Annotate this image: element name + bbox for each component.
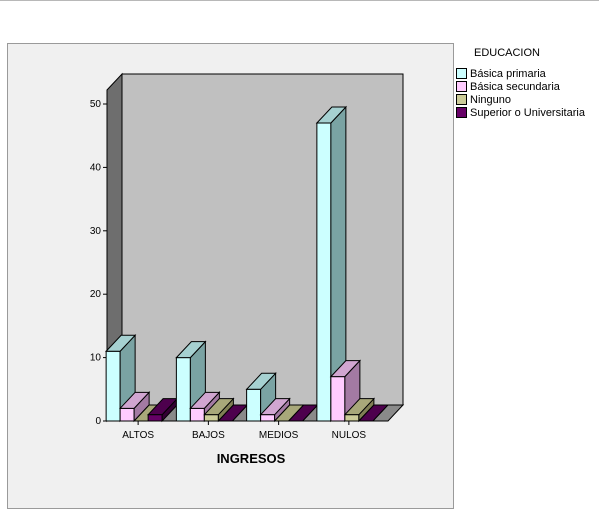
x-axis-title: INGRESOS <box>217 451 286 466</box>
bar-altos-series-1 <box>119 407 135 422</box>
x-tick-label: MEDIOS <box>259 430 299 441</box>
bar-medios-series-0 <box>246 388 262 422</box>
bar-bajos-series-0 <box>175 357 191 422</box>
bar-top <box>175 341 207 359</box>
bar-nulos-series-1 <box>330 376 346 422</box>
legend-swatch <box>456 81 467 92</box>
bar-top <box>203 398 235 416</box>
y-tick-label: 40 <box>90 162 102 173</box>
legend-title: EDUCACION <box>473 47 540 59</box>
legend-item-basica-primaria: Básica primaria <box>456 67 599 80</box>
legend-label: Superior o Universitaria <box>470 106 585 119</box>
bar-top <box>118 391 151 409</box>
bar-nulos-series-0 <box>316 122 332 422</box>
legend-label: Básica secundaria <box>470 80 560 93</box>
y-tick-label: 0 <box>95 416 101 427</box>
bar-top <box>189 391 221 409</box>
bar-top <box>329 360 362 378</box>
legend-swatch <box>456 94 467 105</box>
bar-bajos-series-1 <box>189 407 205 422</box>
legend-item-superior: Superior o Universitaria <box>456 106 599 119</box>
back-wall <box>121 73 404 406</box>
legend-swatch <box>456 107 467 118</box>
legend-label: Ninguno <box>470 93 511 106</box>
bar-top <box>315 106 348 124</box>
legend-swatch <box>456 68 467 79</box>
y-tick-label: 30 <box>90 226 102 237</box>
bar-altos-series-0 <box>105 350 121 422</box>
y-tick-label: 10 <box>90 353 102 364</box>
bar-top <box>259 398 291 416</box>
x-tick-label: BAJOS <box>192 430 225 441</box>
bar-top <box>357 404 390 422</box>
bar-nulos-series-2 <box>344 414 360 422</box>
legend-item-basica-secundaria: Básica secundaria <box>456 80 599 93</box>
bar-bajos-series-2 <box>203 414 219 422</box>
bar-medios-series-1 <box>260 414 276 422</box>
x-tick-label: ALTOS <box>122 430 154 441</box>
x-tick-label: NULOS <box>332 430 367 441</box>
y-tick-label: 50 <box>90 99 102 110</box>
bar-top <box>343 398 376 416</box>
legend-item-ninguno: Ninguno <box>456 93 599 106</box>
legend: EDUCACION Básica primaria Básica secunda… <box>456 47 599 119</box>
bar-top <box>245 372 277 390</box>
plot-panel: 0 10 20 30 40 50 ALTOS BAJOS MEDIOS NULOS INGRESOS <box>7 43 454 509</box>
bar-chart-3d: 0 10 20 30 40 50 ALTOS BAJOS MEDIOS NULOS INGRESOS <box>90 72 405 466</box>
bar-altos-series-3 <box>147 414 163 422</box>
bar-top <box>104 334 137 352</box>
y-tick-label: 20 <box>90 289 102 300</box>
legend-label: Básica primaria <box>470 67 546 80</box>
